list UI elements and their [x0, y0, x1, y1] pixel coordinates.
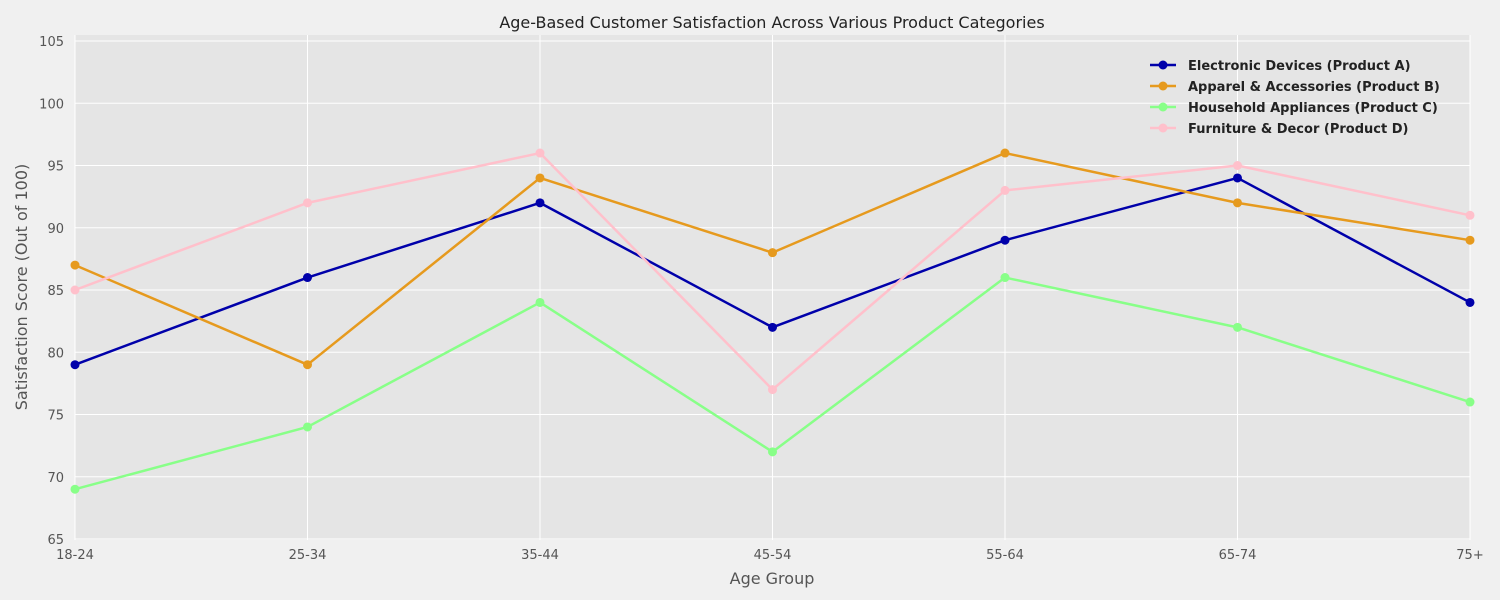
- legend-label: Furniture & Decor (Product D): [1188, 122, 1408, 137]
- y-axis-ticks: 65 70 75 80 85 90 95 100 105: [39, 35, 64, 548]
- data-point: [1000, 148, 1010, 158]
- data-point: [70, 484, 80, 494]
- series-2: [70, 148, 1475, 370]
- series-1: [70, 173, 1475, 370]
- data-point: [768, 447, 777, 457]
- legend-swatch-marker: [1158, 81, 1168, 91]
- data-point: [535, 148, 545, 158]
- x-tick-label: 35-44: [521, 548, 559, 563]
- data-point: [303, 422, 312, 432]
- x-tick-label: 65-74: [1219, 548, 1257, 563]
- y-tick-label: 100: [39, 97, 64, 112]
- data-point: [303, 360, 312, 370]
- y-tick-label: 95: [47, 160, 64, 175]
- data-point: [1233, 173, 1242, 183]
- y-tick-label: 70: [47, 471, 64, 486]
- x-axis-label: Age Group: [730, 569, 815, 588]
- legend-item: Electronic Devices (Product A): [1150, 59, 1411, 74]
- data-point: [535, 198, 545, 208]
- legend-swatch-marker: [1158, 123, 1168, 133]
- data-point: [303, 273, 312, 283]
- x-tick-label: 18-24: [56, 548, 94, 563]
- y-axis-label: Satisfaction Score (Out of 100): [12, 164, 31, 411]
- legend-item: Household Appliances (Product C): [1150, 101, 1438, 116]
- y-tick-label: 80: [47, 346, 64, 361]
- legend-swatch-marker: [1158, 60, 1168, 70]
- series-4: [70, 148, 1475, 395]
- legend-swatch-marker: [1158, 102, 1168, 112]
- data-point: [1000, 273, 1010, 283]
- y-tick-label: 75: [47, 409, 64, 424]
- legend-label: Apparel & Accessories (Product B): [1188, 80, 1440, 95]
- x-tick-label: 25-34: [289, 548, 327, 563]
- x-axis-ticks: 18-24 25-34 35-44 45-54 55-64 65-74 75+: [56, 548, 1484, 563]
- legend-item: Furniture & Decor (Product D): [1150, 122, 1408, 137]
- data-point: [1000, 235, 1010, 245]
- data-point: [768, 322, 777, 332]
- series-3: [70, 273, 1475, 494]
- data-point: [1465, 235, 1475, 245]
- y-tick-label: 90: [47, 222, 64, 237]
- data-point: [303, 198, 312, 208]
- data-point: [70, 360, 80, 370]
- legend-label: Electronic Devices (Product A): [1188, 59, 1411, 74]
- y-tick-label: 85: [47, 284, 64, 299]
- data-point: [1465, 297, 1475, 307]
- data-point: [535, 173, 545, 183]
- data-point: [1233, 322, 1242, 332]
- data-point: [70, 260, 80, 270]
- data-point: [70, 285, 80, 295]
- x-tick-label: 75+: [1456, 548, 1483, 563]
- legend: Electronic Devices (Product A) Apparel & …: [1150, 59, 1440, 137]
- legend-label: Household Appliances (Product C): [1188, 101, 1438, 116]
- y-tick-label: 105: [39, 35, 64, 50]
- data-point: [1000, 185, 1010, 195]
- data-point: [768, 385, 777, 395]
- data-point: [1233, 161, 1242, 170]
- data-point: [1465, 210, 1475, 220]
- chart-title: Age-Based Customer Satisfaction Across V…: [499, 13, 1044, 32]
- y-tick-label: 65: [47, 533, 64, 548]
- x-tick-label: 45-54: [754, 548, 792, 563]
- legend-item: Apparel & Accessories (Product B): [1150, 80, 1440, 95]
- data-point: [535, 297, 545, 307]
- data-point: [1233, 198, 1242, 208]
- series-group: [70, 148, 1475, 494]
- data-point: [768, 248, 777, 258]
- data-point: [1465, 397, 1475, 407]
- x-tick-label: 55-64: [986, 548, 1024, 563]
